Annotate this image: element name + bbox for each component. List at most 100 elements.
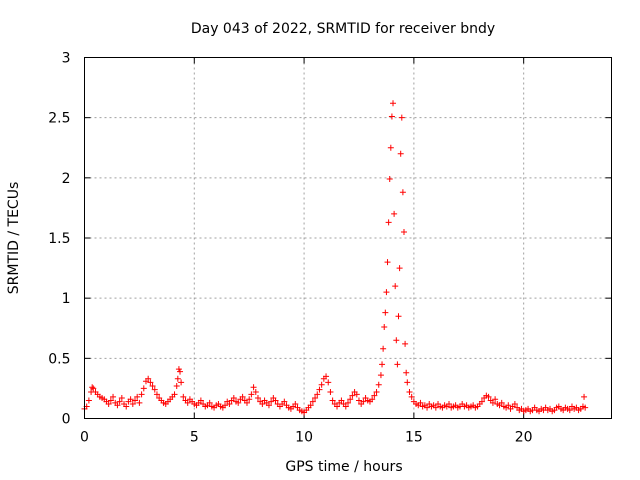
x-tick-label: 20 <box>515 430 533 446</box>
x-tick-label: 10 <box>295 430 313 446</box>
data-point <box>386 176 393 183</box>
data-point <box>272 397 279 404</box>
data-point <box>197 397 204 404</box>
data-point <box>347 396 354 403</box>
data-point <box>377 372 384 379</box>
data-point <box>369 396 376 403</box>
data-point <box>417 399 424 406</box>
data-point <box>243 399 250 406</box>
data-point <box>432 404 439 411</box>
y-tick-label: 1 <box>62 291 71 307</box>
data-point <box>511 401 518 408</box>
data-point <box>393 337 400 344</box>
x-tick-label: 5 <box>190 430 199 446</box>
y-axis-label: SRMTID / TECUs <box>6 182 22 295</box>
data-point <box>145 375 152 382</box>
data-point <box>254 395 261 402</box>
data-point <box>385 219 392 226</box>
y-tick-label: 3 <box>62 51 71 67</box>
data-point <box>404 379 411 386</box>
data-point <box>360 398 367 405</box>
y-tick-label: 2.5 <box>48 111 70 127</box>
data-point <box>153 391 160 398</box>
data-point <box>384 259 391 266</box>
data-point <box>316 386 323 393</box>
data-point <box>129 401 136 408</box>
data-point <box>184 399 191 406</box>
data-point <box>582 404 589 411</box>
y-tick-label: 2 <box>62 171 71 187</box>
data-point <box>424 404 431 411</box>
data-point <box>248 391 255 398</box>
data-point <box>391 210 398 217</box>
data-point <box>250 384 257 391</box>
data-point <box>338 397 345 404</box>
data-point <box>373 389 380 396</box>
data-point <box>396 265 403 272</box>
data-point <box>397 150 404 157</box>
data-point <box>318 381 325 388</box>
data-point <box>252 389 259 396</box>
data-point <box>323 373 330 380</box>
data-point <box>505 402 512 409</box>
data-point <box>177 368 184 375</box>
grid-lines <box>84 57 612 419</box>
data-point <box>206 399 213 406</box>
x-tick-label: 15 <box>405 430 423 446</box>
data-point <box>390 100 397 107</box>
data-point <box>281 398 288 405</box>
y-tick-label: 0 <box>62 412 71 428</box>
axis-ticks: 0 5 10 15 20 0 0.5 1 1.5 2 2.5 3 <box>48 51 612 446</box>
data-point <box>114 402 121 409</box>
data-point <box>89 384 96 391</box>
data-point <box>406 389 413 396</box>
plot-frame <box>84 57 612 419</box>
data-point <box>314 391 321 398</box>
data-point <box>136 399 143 406</box>
data-point <box>178 379 185 386</box>
data-point <box>134 393 141 400</box>
data-point <box>147 379 154 386</box>
data-point <box>381 324 388 331</box>
data-point <box>353 391 360 398</box>
data-point <box>174 375 181 382</box>
data-point <box>489 399 496 406</box>
data-point <box>123 403 130 410</box>
data-point <box>140 385 147 392</box>
data-point <box>171 391 178 398</box>
data-point <box>292 401 299 408</box>
data-point <box>400 228 407 235</box>
data-point <box>180 393 187 400</box>
data-point <box>345 399 351 406</box>
data-point <box>85 397 92 404</box>
data-point <box>371 392 378 399</box>
data-point <box>394 361 401 368</box>
data-point <box>239 393 246 400</box>
chart-title: Day 043 of 2022, SRMTID for receiver bnd… <box>191 21 495 37</box>
data-point <box>265 402 272 409</box>
data-point <box>222 402 229 409</box>
data-point <box>402 340 409 347</box>
data-point <box>246 396 253 403</box>
data-point <box>268 398 275 405</box>
data-point <box>132 397 139 404</box>
data-point <box>151 386 158 393</box>
data-point <box>485 393 492 400</box>
data-point <box>90 385 97 392</box>
y-tick-label: 1.5 <box>48 231 70 247</box>
data-point <box>226 401 233 408</box>
data-point <box>375 381 382 388</box>
data-point <box>349 392 356 399</box>
data-point <box>105 401 112 408</box>
data-point <box>173 383 180 390</box>
data-point <box>403 369 410 376</box>
data-point <box>492 396 499 403</box>
data-point <box>498 399 505 406</box>
y-tick-label: 0.5 <box>48 351 70 367</box>
data-point <box>312 395 319 402</box>
data-point <box>327 389 334 396</box>
data-point <box>309 398 316 405</box>
data-point <box>408 393 415 400</box>
data-point <box>107 397 114 404</box>
